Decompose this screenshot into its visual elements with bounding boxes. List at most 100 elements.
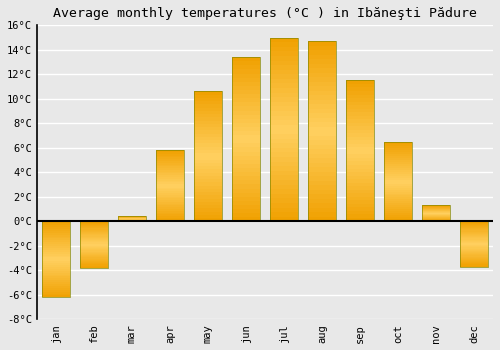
Bar	[156, 166, 184, 168]
Bar	[308, 59, 336, 64]
Bar	[80, 267, 108, 268]
Bar	[422, 208, 450, 209]
Bar	[460, 253, 488, 254]
Bar	[42, 222, 70, 298]
Bar	[270, 134, 298, 139]
Bar	[194, 95, 222, 98]
Bar	[156, 216, 184, 218]
Bar	[80, 244, 108, 245]
Bar	[384, 202, 412, 203]
Bar	[270, 180, 298, 184]
Bar	[232, 102, 260, 106]
Bar	[42, 231, 70, 233]
Bar	[80, 240, 108, 241]
Bar	[156, 191, 184, 193]
Bar	[308, 68, 336, 73]
Bar	[384, 194, 412, 196]
Bar	[194, 192, 222, 195]
Bar	[270, 37, 298, 42]
Bar	[42, 290, 70, 292]
Bar	[232, 78, 260, 82]
Bar	[384, 188, 412, 189]
Bar	[42, 273, 70, 275]
Bar	[156, 163, 184, 164]
Bar	[270, 97, 298, 102]
Bar	[308, 55, 336, 59]
Bar	[270, 217, 298, 222]
Bar	[384, 160, 412, 162]
Bar	[308, 100, 336, 104]
Bar	[270, 162, 298, 166]
Bar	[346, 218, 374, 222]
Bar	[308, 176, 336, 181]
Bar	[460, 233, 488, 234]
Bar	[384, 148, 412, 150]
Bar	[270, 42, 298, 47]
Bar	[460, 226, 488, 227]
Bar	[42, 276, 70, 278]
Bar	[346, 151, 374, 154]
Bar	[156, 154, 184, 156]
Bar	[460, 222, 488, 267]
Bar	[308, 212, 336, 217]
Bar	[232, 106, 260, 111]
Bar	[460, 266, 488, 267]
Bar	[156, 189, 184, 191]
Bar	[384, 142, 412, 222]
Bar	[308, 104, 336, 109]
Bar	[460, 252, 488, 253]
Bar	[156, 182, 184, 184]
Bar	[460, 224, 488, 225]
Bar	[308, 46, 336, 50]
Bar	[460, 251, 488, 252]
Bar	[308, 50, 336, 55]
Bar	[232, 205, 260, 209]
Bar	[308, 73, 336, 77]
Bar	[460, 254, 488, 256]
Bar	[194, 205, 222, 208]
Bar	[80, 246, 108, 247]
Bar	[460, 228, 488, 229]
Bar	[460, 250, 488, 251]
Bar	[42, 280, 70, 282]
Bar	[346, 161, 374, 165]
Bar	[80, 256, 108, 258]
Bar	[194, 137, 222, 140]
Bar	[42, 248, 70, 250]
Bar	[270, 116, 298, 120]
Bar	[384, 150, 412, 152]
Bar	[308, 190, 336, 194]
Bar	[270, 175, 298, 180]
Bar	[346, 154, 374, 158]
Bar	[80, 242, 108, 244]
Bar	[232, 65, 260, 69]
Bar	[270, 139, 298, 143]
Bar	[308, 86, 336, 91]
Bar	[346, 91, 374, 94]
Bar	[232, 160, 260, 164]
Bar	[422, 205, 450, 206]
Bar	[384, 183, 412, 186]
Bar	[156, 198, 184, 200]
Bar	[194, 91, 222, 222]
Bar	[346, 158, 374, 161]
Bar	[460, 234, 488, 235]
Bar	[194, 169, 222, 173]
Bar	[460, 242, 488, 243]
Bar	[384, 152, 412, 154]
Bar	[42, 238, 70, 240]
Bar	[346, 140, 374, 144]
Bar	[194, 127, 222, 131]
Bar	[384, 205, 412, 208]
Bar	[422, 218, 450, 219]
Bar	[384, 142, 412, 144]
Bar	[80, 262, 108, 263]
Bar	[232, 193, 260, 197]
Bar	[270, 111, 298, 116]
Bar	[80, 230, 108, 231]
Bar	[42, 286, 70, 288]
Bar	[270, 203, 298, 208]
Bar	[384, 217, 412, 219]
Bar	[270, 56, 298, 61]
Bar	[42, 271, 70, 273]
